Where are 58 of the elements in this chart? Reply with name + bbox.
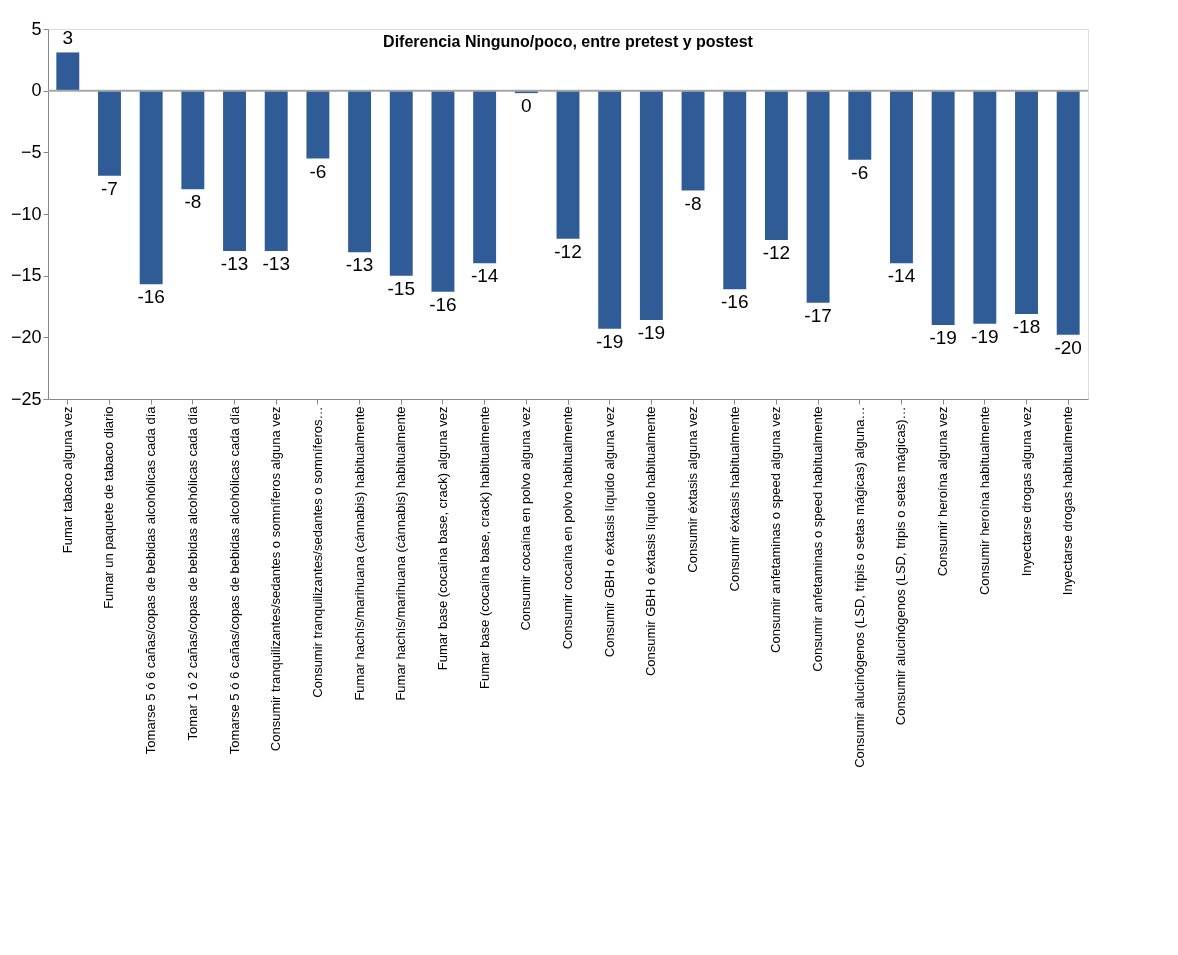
data-label: -16 xyxy=(137,286,165,308)
data-label: -15 xyxy=(387,277,415,299)
x-tick-label: Inyectarse drogas alguna vez xyxy=(1018,406,1034,577)
data-label: -13 xyxy=(262,253,290,274)
y-tick-label: 0 xyxy=(31,80,42,101)
x-tick-label: Fumar hachís/marihuana (cánnabis) habitualmente xyxy=(351,406,367,701)
data-label: -19 xyxy=(929,327,957,348)
x-tick-label: Consumir alucinógenos (LSD, tripis o setas mágicas)… xyxy=(893,406,909,726)
data-label: -13 xyxy=(220,253,249,274)
x-tick-label: Consumir heroína habitualmente xyxy=(976,406,992,596)
data-label: -17 xyxy=(804,304,832,326)
data-label: -7 xyxy=(101,177,118,199)
x-tick-label: Fumar base (cocaína base, crack) habitualmente xyxy=(476,406,492,690)
x-tick-label: Consumir anfetaminas o speed alguna vez xyxy=(768,406,784,653)
y-tick-label: 5 xyxy=(31,18,42,39)
x-tick-label: Consumir éxtasis habitualmente xyxy=(726,406,742,592)
y-tick-label: −20 xyxy=(10,326,42,347)
x-tick-label: Consumir tranquilizantes/sedantes o somníferos alguna vez xyxy=(268,406,284,752)
data-label: -16 xyxy=(721,291,749,313)
y-tick-label: −25 xyxy=(10,388,42,409)
data-label: -14 xyxy=(470,265,499,287)
data-label: -6 xyxy=(309,160,327,182)
chart-title: Diferencia Ninguno/poco, entre pretest y postest xyxy=(383,33,754,50)
x-tick-label: Consumir cocaína en polvo alguna vez xyxy=(518,406,534,631)
x-tick-label: Consumir GBH o éxtasis líquido alguna vez xyxy=(601,406,617,658)
x-tick-label: Tomar 1 ó 2 cañas/copas de bebidas alcohólicas cada día xyxy=(184,405,200,741)
data-label: 0 xyxy=(521,95,532,117)
x-tick-label: Fumar un paquete de tabaco diario xyxy=(101,406,117,609)
data-label: -8 xyxy=(684,192,702,214)
x-tick-label: Consumir alucinógenos (LSD, tripis o setas mágicas) alguna… xyxy=(851,406,867,768)
y-tick-label: −15 xyxy=(10,265,42,286)
x-tick-label: Fumar base (cocaína base, crack) alguna vez xyxy=(434,406,450,671)
data-label: -20 xyxy=(1054,336,1082,358)
data-label: -18 xyxy=(1012,315,1041,337)
data-label: 3 xyxy=(62,27,74,49)
x-tick-label: Fumar tabaco alguna vez xyxy=(59,406,75,554)
data-label: -19 xyxy=(595,330,624,352)
data-label: -19 xyxy=(971,325,999,347)
x-tick-label: Consumir éxtasis alguna vez xyxy=(685,406,701,573)
y-tick-label: −10 xyxy=(10,203,42,224)
data-label: -16 xyxy=(429,293,457,315)
data-label: -13 xyxy=(345,254,374,276)
data-label: -12 xyxy=(762,241,791,263)
data-label: -8 xyxy=(184,191,202,213)
x-tick-label: Inyectarse drogas habitualmente xyxy=(1060,406,1076,596)
data-label: -14 xyxy=(887,265,916,287)
x-tick-label: Consumir heroína alguna vez xyxy=(935,406,951,577)
x-tick-label: Consumir anfetaminas o speed habitualmente xyxy=(810,406,826,672)
data-label: -19 xyxy=(637,322,666,344)
x-tick-label: Tomarse 5 ó 6 cañas/copas de bebidas alcohólicas cada día xyxy=(143,405,159,755)
y-tick-label: −5 xyxy=(20,141,42,162)
data-label: -12 xyxy=(554,240,582,262)
x-tick-label: Fumar hachís/marihuana (cánnabis) habitualmente xyxy=(393,406,409,701)
x-tick-label: Consumir cocaína en polvo habitualmente xyxy=(560,406,575,650)
x-tick-label: Tomarse 5 ó 6 cañas/copas de bebidas alcohólicas cada día xyxy=(226,405,242,755)
data-label: -6 xyxy=(851,161,869,183)
x-tick-label: Consumir GBH o éxtasis líquido habitualmente xyxy=(643,406,659,677)
x-tick-label: Consumir tranquilizantes/sedantes o somníferos… xyxy=(309,406,325,698)
